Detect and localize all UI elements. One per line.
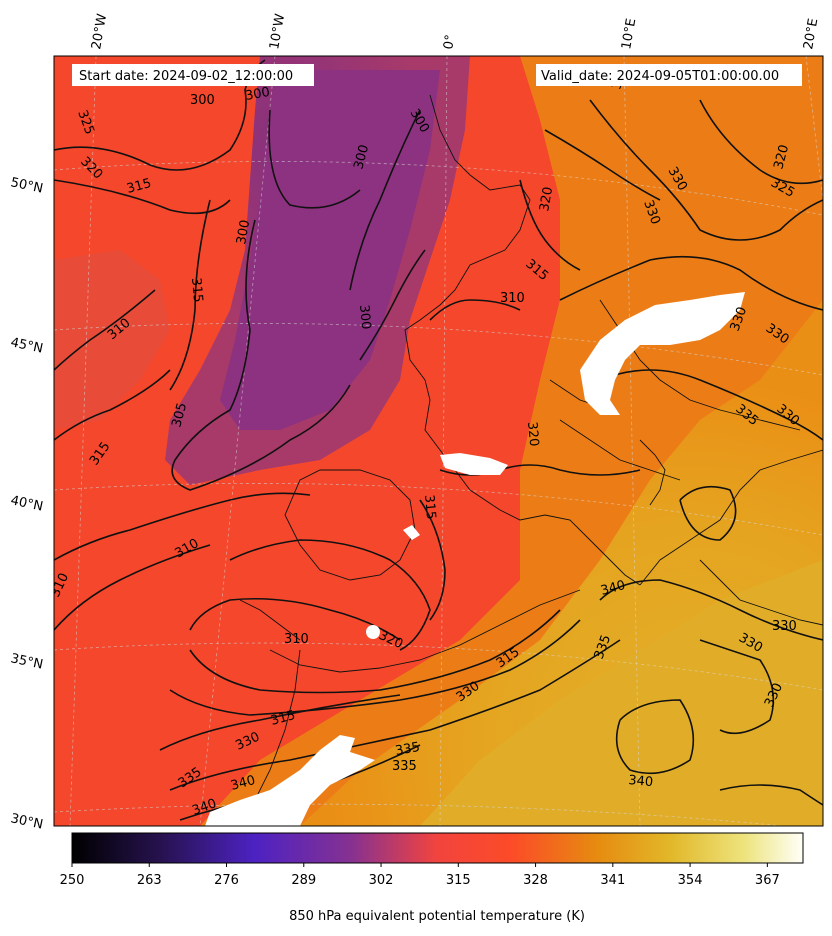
contour-label: 300 — [351, 143, 372, 171]
lon-label: 20°W — [89, 13, 110, 51]
contour-label: 320 — [537, 186, 556, 213]
map-panel: 325 320 315 300 300 300 300 315 310 300 … — [54, 56, 823, 826]
contours — [54, 59, 823, 821]
contour-label: 310 — [284, 632, 309, 647]
contour-label: 300 — [356, 304, 373, 330]
contour-label: 335 — [392, 759, 417, 774]
colorbar-gradient — [71, 832, 804, 864]
lon-label: 10°W — [267, 13, 288, 51]
colorbar-tick-label: 289 — [291, 873, 316, 888]
contour-label: 335 — [394, 740, 421, 759]
contour-label: 315 — [269, 708, 297, 729]
field-warm-south — [420, 560, 823, 826]
lat-label: 50°N — [9, 175, 44, 196]
lat-label: 30°N — [9, 811, 44, 832]
colorbar-tick-label: 250 — [60, 873, 85, 888]
lon-label: 20°E — [801, 17, 821, 50]
colorbar-tick-label: 354 — [678, 873, 703, 888]
colorbar-tick-label: 367 — [755, 873, 780, 888]
contour-label: 315 — [421, 494, 438, 520]
latitude-labels: 50°N 45°N 40°N 35°N 30°N — [9, 175, 44, 832]
colorbar-ticks: 250 263 276 289 302 315 328 341 354 367 — [60, 863, 780, 888]
colorbar-tick-label: 263 — [137, 873, 162, 888]
contour-label: 320 — [771, 143, 792, 171]
contour-label: 315 — [188, 277, 205, 303]
field-cool-west — [54, 250, 170, 430]
lat-label: 35°N — [9, 651, 44, 672]
colorbar-tick-label: 302 — [369, 873, 394, 888]
colorbar-tick-label: 341 — [600, 873, 625, 888]
colorbar-tick-label: 328 — [523, 873, 548, 888]
colorbar-tick-label: 315 — [446, 873, 471, 888]
valid-date-label: Valid_date: 2024-09-05T01:00:00.00 — [541, 69, 779, 84]
contour-label: 340 — [599, 578, 627, 599]
contour-label: 315 — [125, 176, 153, 197]
contour-label: 310 — [500, 291, 525, 306]
valid-date-box — [536, 64, 802, 86]
contour-label: 320 — [524, 421, 541, 447]
start-date-box — [72, 64, 314, 86]
colorbar: 250 263 276 289 302 315 328 341 354 367 850 hPa e… — [60, 832, 804, 924]
gridlines — [54, 56, 823, 826]
missing-data — [205, 292, 745, 826]
contour-label: 340 — [229, 773, 257, 794]
lon-label: 10°E — [619, 17, 639, 50]
contour-label: 300 — [190, 93, 215, 108]
lat-label: 45°N — [9, 335, 44, 356]
contour-label: 330 — [772, 619, 797, 634]
contour-label: 340 — [628, 773, 654, 790]
start-date-label: Start date: 2024-09-02_12:00:00 — [79, 69, 293, 84]
contour-label: 300 — [244, 85, 271, 104]
colorbar-label: 850 hPa equivalent potential temperature… — [289, 909, 585, 924]
lat-label: 40°N — [9, 493, 44, 514]
contour-label: 305 — [169, 401, 190, 429]
colorbar-tick-label: 276 — [214, 873, 239, 888]
map-frame — [53, 55, 824, 827]
contour-label: 300 — [234, 219, 253, 246]
lon-label: 0° — [441, 34, 458, 51]
longitude-labels: 20°W 10°W 0° 10°E 20°E — [89, 13, 821, 51]
field-cold-core — [220, 70, 440, 430]
